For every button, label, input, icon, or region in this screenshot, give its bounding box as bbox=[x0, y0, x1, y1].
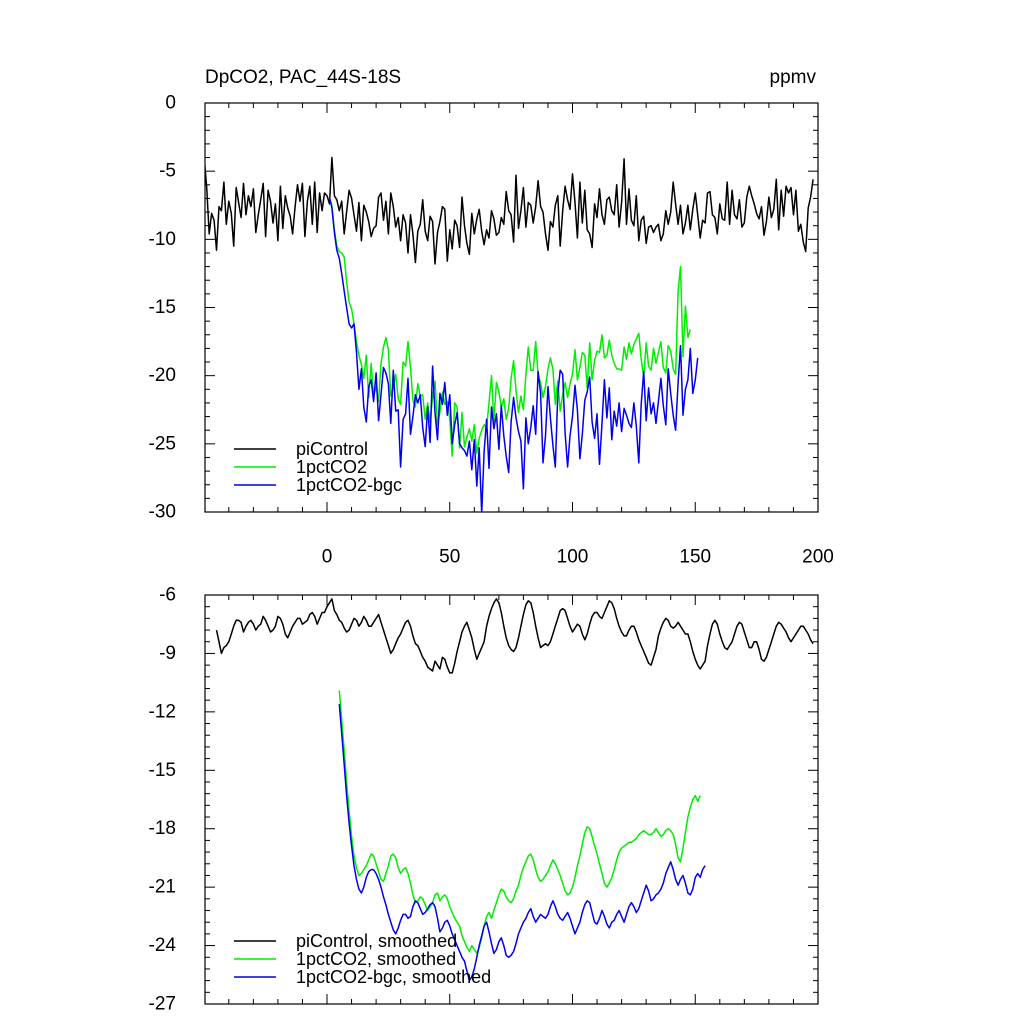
y-tick-label: -15 bbox=[149, 760, 176, 781]
series-line-0 bbox=[205, 156, 814, 265]
legend-label: 1pctCO2 bbox=[296, 457, 367, 477]
y-tick-label: -10 bbox=[149, 229, 176, 250]
units-label: ppmv bbox=[770, 67, 817, 88]
y-tick-label: -27 bbox=[149, 994, 176, 1015]
panel-bottom: -6 -9 -12 -15 -18 -21 -24 -27 piControl, smoothe… bbox=[149, 585, 819, 1015]
plot-frame bbox=[204, 594, 819, 1005]
panel-top: 0 -5 -10 -15 -20 -25 -30 0 50 100 150 200 DpCO2, PAC… bbox=[149, 67, 834, 568]
y-tick-label: -18 bbox=[149, 818, 176, 839]
legend-label: 1pctCO2-bgc bbox=[296, 475, 402, 495]
y-tick-label: 0 bbox=[165, 93, 176, 114]
y-tick-label: -12 bbox=[149, 701, 176, 722]
chart-title: DpCO2, PAC_44S-18S bbox=[205, 67, 401, 88]
y-tick-label: -25 bbox=[149, 433, 176, 454]
y-tick-label: -9 bbox=[159, 643, 176, 664]
x-tick-label: 200 bbox=[802, 547, 834, 568]
y-tick-label: -30 bbox=[149, 502, 176, 523]
y-tick-label: -20 bbox=[149, 365, 176, 386]
series-line-1 bbox=[328, 198, 692, 457]
legend-label: piControl bbox=[296, 439, 368, 459]
x-tick-label: 0 bbox=[322, 547, 333, 568]
y-tick-label: -6 bbox=[159, 585, 176, 606]
x-tick-label: 100 bbox=[557, 547, 589, 568]
y-tick-label: -5 bbox=[159, 161, 176, 182]
series-line-1 bbox=[338, 690, 701, 955]
legend-label: piControl, smoothed bbox=[296, 931, 457, 951]
series-line-2 bbox=[328, 196, 699, 512]
y-tick-label: -24 bbox=[149, 935, 177, 956]
x-tick-label: 150 bbox=[679, 547, 711, 568]
x-tick-label: 50 bbox=[439, 547, 460, 568]
y-tick-label: -21 bbox=[149, 877, 176, 898]
series-line-0 bbox=[215, 598, 814, 674]
legend-label: 1pctCO2, smoothed bbox=[296, 949, 456, 969]
y-tick-label: -15 bbox=[149, 297, 176, 318]
legend-label: 1pctCO2-bgc, smoothed bbox=[296, 967, 491, 987]
series-line-2 bbox=[338, 704, 706, 982]
